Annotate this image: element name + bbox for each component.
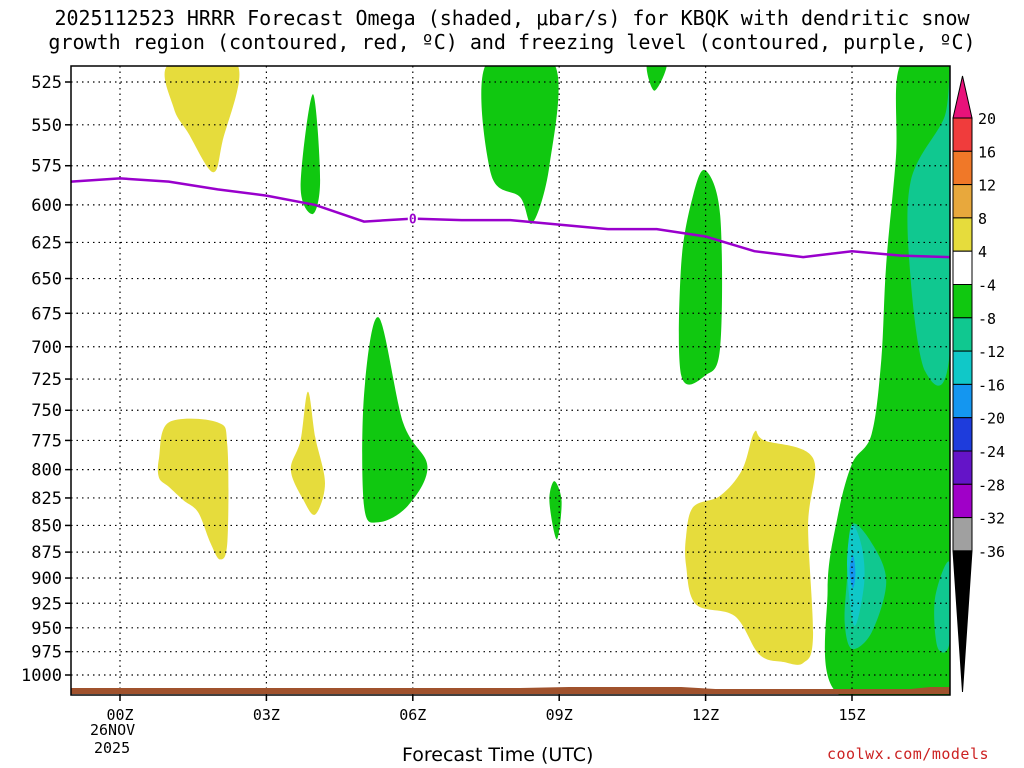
omega-region-updraft-0500z-low: [362, 317, 428, 523]
colorbar-bin-bottom-arrow: [952, 550, 973, 693]
colorbar-bin-top-arrow: [952, 75, 973, 119]
ground-terrain: [71, 687, 950, 694]
colorbar-bin-3: [952, 217, 973, 252]
colorbar-bin-8: [952, 383, 973, 419]
omega-region-updraft-0130z-upper: [300, 94, 321, 215]
omega-region-updraft-1500z-max: [849, 555, 856, 589]
x-axis-title: Forecast Time (UTC): [402, 744, 594, 766]
x-tick-label-09Z: 09Z: [546, 706, 573, 724]
colorbar-bin-6: [952, 317, 973, 352]
plot-frame: [70, 65, 951, 696]
omega-region-updraft-1100z-top: [646, 66, 667, 91]
x-tick-label-06Z: 06Z: [399, 706, 426, 724]
y-tick-label-600: 600: [31, 196, 62, 216]
omega-region-updraft-1700z-lowcore: [934, 561, 950, 653]
omega-region-updraft-0900z-low: [549, 481, 562, 540]
y-tick-label-675: 675: [31, 304, 62, 324]
colorbar-tick-label: 8: [978, 210, 987, 228]
y-tick-label-575: 575: [31, 157, 62, 177]
freezing-level-label: 0: [409, 213, 417, 228]
colorbar-bin-7: [952, 350, 973, 385]
colorbar-tick-label: 16: [978, 143, 996, 161]
y-tick-label-550: 550: [31, 116, 62, 136]
colorbar-bin-12: [952, 517, 973, 552]
y-tick-label-875: 875: [31, 543, 62, 563]
colorbar-tick-label: -16: [978, 376, 1005, 394]
y-tick-label-650: 650: [31, 270, 62, 290]
y-tick-label-525: 525: [31, 73, 62, 93]
y-tick-label-800: 800: [31, 461, 62, 481]
y-tick-label-725: 725: [31, 370, 62, 390]
colorbar-tick-label: 12: [978, 177, 996, 195]
ground-layer: [71, 687, 950, 694]
x-axis-date-year: 2025: [94, 739, 131, 757]
x-axis-date-month: 26NOV: [90, 721, 136, 739]
colorbar-tick-label: -12: [978, 343, 1005, 361]
omega-region-downdraft-0330z-low: [290, 391, 325, 515]
x-axis: 00Z 03Z 06Z 09Z 12Z 15Z: [106, 695, 866, 724]
colorbar-bin-1: [952, 150, 973, 186]
colorbar-tick-label: 20: [978, 110, 996, 128]
y-tick-label-950: 950: [31, 619, 62, 639]
colorbar-tick-label: -28: [978, 476, 1005, 494]
colorbar-tick-label: -4: [978, 277, 996, 295]
y-tick-label-1000: 1000: [21, 666, 62, 686]
colorbar-bin-4: [952, 250, 973, 285]
colorbar-bin-0: [952, 117, 973, 152]
grid: [71, 66, 950, 695]
y-tick-label-700: 700: [31, 338, 62, 358]
y-axis: 525 550 575 600 625 650 675 700 725 750 775 800 825 8…: [21, 73, 71, 686]
colorbar-tick-label: -36: [978, 543, 1005, 561]
colorbar-bin-5: [952, 284, 973, 319]
y-tick-label-775: 775: [31, 431, 62, 451]
omega-region-downdraft-1300z-low: [685, 430, 816, 665]
x-tick-label-12Z: 12Z: [692, 706, 719, 724]
colorbar-tick-label: -32: [978, 510, 1005, 528]
y-tick-label-825: 825: [31, 489, 62, 509]
y-tick-label-925: 925: [31, 594, 62, 614]
omega-region-downdraft-0100z-top: [164, 66, 240, 173]
freezing-level-label-bg: [407, 211, 418, 225]
chart-title-line-1: 2025112523 HRRR Forecast Omega (shaded, …: [54, 6, 970, 30]
colorbar-tick-label: -20: [978, 410, 1005, 428]
omega-shading: [157, 66, 950, 695]
colorbar-bin-10: [952, 450, 973, 485]
x-tick-label-03Z: 03Z: [253, 706, 280, 724]
omega-region-downdraft-0100z-low: [157, 418, 229, 560]
y-tick-label-625: 625: [31, 233, 62, 253]
freezing-level-layer: 0: [71, 177, 950, 259]
colorbar-tick-label: -24: [978, 443, 1005, 461]
omega-region-updraft-1200z-mid: [678, 169, 723, 385]
colorbar-bin-9: [952, 417, 973, 452]
freezing-level-line: [71, 177, 950, 259]
y-tick-label-975: 975: [31, 643, 62, 663]
omega-region-updraft-1600z-core: [907, 66, 950, 386]
chart-title: 2025112523 HRRR Forecast Omega (shaded, …: [0, 6, 1024, 54]
chart-title-line-2: growth region (contoured, red, ºC) and f…: [48, 30, 976, 54]
omega-region-updraft-0800z-upper: [481, 66, 559, 224]
colorbar-tick-label: 4: [978, 243, 987, 261]
y-tick-label-750: 750: [31, 401, 62, 421]
colorbar-bin-11: [952, 483, 973, 519]
colorbar-tick-label: -8: [978, 310, 996, 328]
y-tick-label-900: 900: [31, 569, 62, 589]
x-tick-label-15Z: 15Z: [838, 706, 865, 724]
x-tick-label-00Z: 00Z: [106, 706, 133, 724]
colorbar: 20 16 12 8 4 -4 -8 -12 -16 -20 -24 -28 -32 -36: [952, 75, 1005, 693]
colorbar-bin-2: [952, 184, 973, 219]
y-tick-label-850: 850: [31, 516, 62, 536]
credit-link[interactable]: coolwx.com/models: [827, 745, 990, 763]
